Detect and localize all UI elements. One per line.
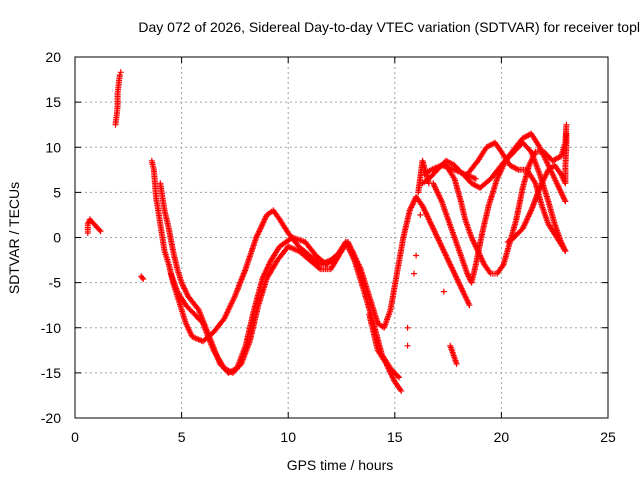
y-tick-label: 0 bbox=[53, 230, 61, 246]
x-tick-label: 20 bbox=[494, 429, 510, 445]
series-early-points bbox=[84, 216, 147, 282]
series-arc-e bbox=[430, 139, 569, 286]
series-arc-h bbox=[504, 130, 570, 245]
y-tick-label: 10 bbox=[45, 139, 61, 155]
y-axis-label: SDTVAR / TECUs bbox=[6, 182, 22, 294]
x-tick-label: 0 bbox=[71, 429, 79, 445]
data-points bbox=[84, 69, 570, 394]
series-arc-g bbox=[464, 139, 569, 254]
y-tick-label: -10 bbox=[41, 320, 61, 336]
y-tick-label: -15 bbox=[41, 365, 61, 381]
x-tick-label: 15 bbox=[387, 429, 403, 445]
y-tick-label: 5 bbox=[53, 184, 61, 200]
y-tick-label: 20 bbox=[45, 49, 61, 65]
x-tick-label: 5 bbox=[178, 429, 186, 445]
y-tick-label: -5 bbox=[49, 275, 62, 291]
x-axis-label: GPS time / hours bbox=[287, 457, 394, 473]
y-tick-label: -20 bbox=[41, 410, 61, 426]
series-spike-2h bbox=[112, 69, 124, 128]
x-tick-label: 10 bbox=[280, 429, 296, 445]
grid-lines bbox=[75, 57, 608, 418]
chart-title: Day 072 of 2026, Sidereal Day-to-day VTE… bbox=[138, 19, 640, 35]
axis-ticks: 0 5 10 15 20 25 -20 -15 -10 -5 0 5 10 15 20 bbox=[41, 49, 616, 445]
x-tick-label: 25 bbox=[600, 429, 616, 445]
series-arc-f bbox=[443, 121, 570, 277]
y-tick-label: 15 bbox=[45, 94, 61, 110]
series-arc-b bbox=[157, 157, 460, 394]
series-arc-c bbox=[167, 162, 479, 381]
